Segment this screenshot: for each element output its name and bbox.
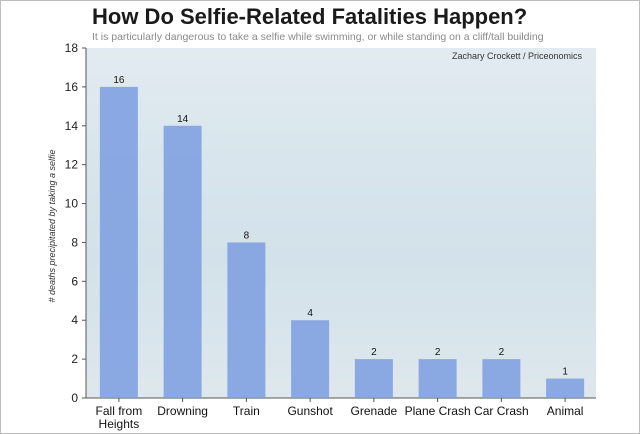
y-tick-label: 10	[65, 197, 79, 211]
x-tick-label: Drowning	[157, 404, 208, 418]
bar	[482, 359, 521, 398]
y-tick-label: 18	[65, 41, 79, 55]
bar-value-label: 2	[371, 347, 377, 358]
bar	[546, 378, 585, 398]
bar	[99, 86, 138, 398]
x-tick-label: Train	[233, 404, 260, 418]
x-tick-label: Car Crash	[474, 404, 529, 418]
x-tick-label: Heights	[99, 417, 140, 431]
x-tick-label: Fall from	[96, 404, 143, 418]
bar-value-label: 16	[113, 75, 125, 86]
bar-value-label: 14	[177, 114, 189, 125]
x-tick-label: Gunshot	[287, 404, 333, 418]
chart-title: How Do Selfie-Related Fatalities Happen?	[92, 4, 528, 29]
x-tick-label: Animal	[547, 404, 584, 418]
bar-value-label: 1	[562, 367, 568, 378]
y-tick-label: 12	[65, 158, 79, 172]
source-credit: Zachary Crockett / Priceonomics	[451, 51, 582, 61]
x-tick-label: Plane Crash	[405, 404, 471, 418]
y-tick-label: 6	[71, 274, 78, 288]
bar-value-label: 4	[307, 308, 313, 319]
y-tick-label: 2	[71, 352, 78, 366]
x-tick-label: Grenade	[351, 404, 398, 418]
y-tick-label: 4	[71, 313, 78, 327]
bar	[163, 125, 202, 399]
bar	[291, 320, 330, 398]
bar-value-label: 8	[244, 230, 250, 241]
y-tick-label: 0	[71, 391, 78, 405]
bar	[227, 242, 266, 398]
bar	[354, 359, 393, 398]
chart-subtitle: It is particularly dangerous to take a s…	[92, 31, 544, 43]
y-tick-label: 16	[65, 80, 79, 94]
y-tick-label: 14	[65, 119, 79, 133]
bar-value-label: 2	[435, 347, 441, 358]
bar	[418, 359, 457, 398]
y-tick-label: 8	[71, 235, 78, 249]
bar-value-label: 2	[499, 347, 505, 358]
